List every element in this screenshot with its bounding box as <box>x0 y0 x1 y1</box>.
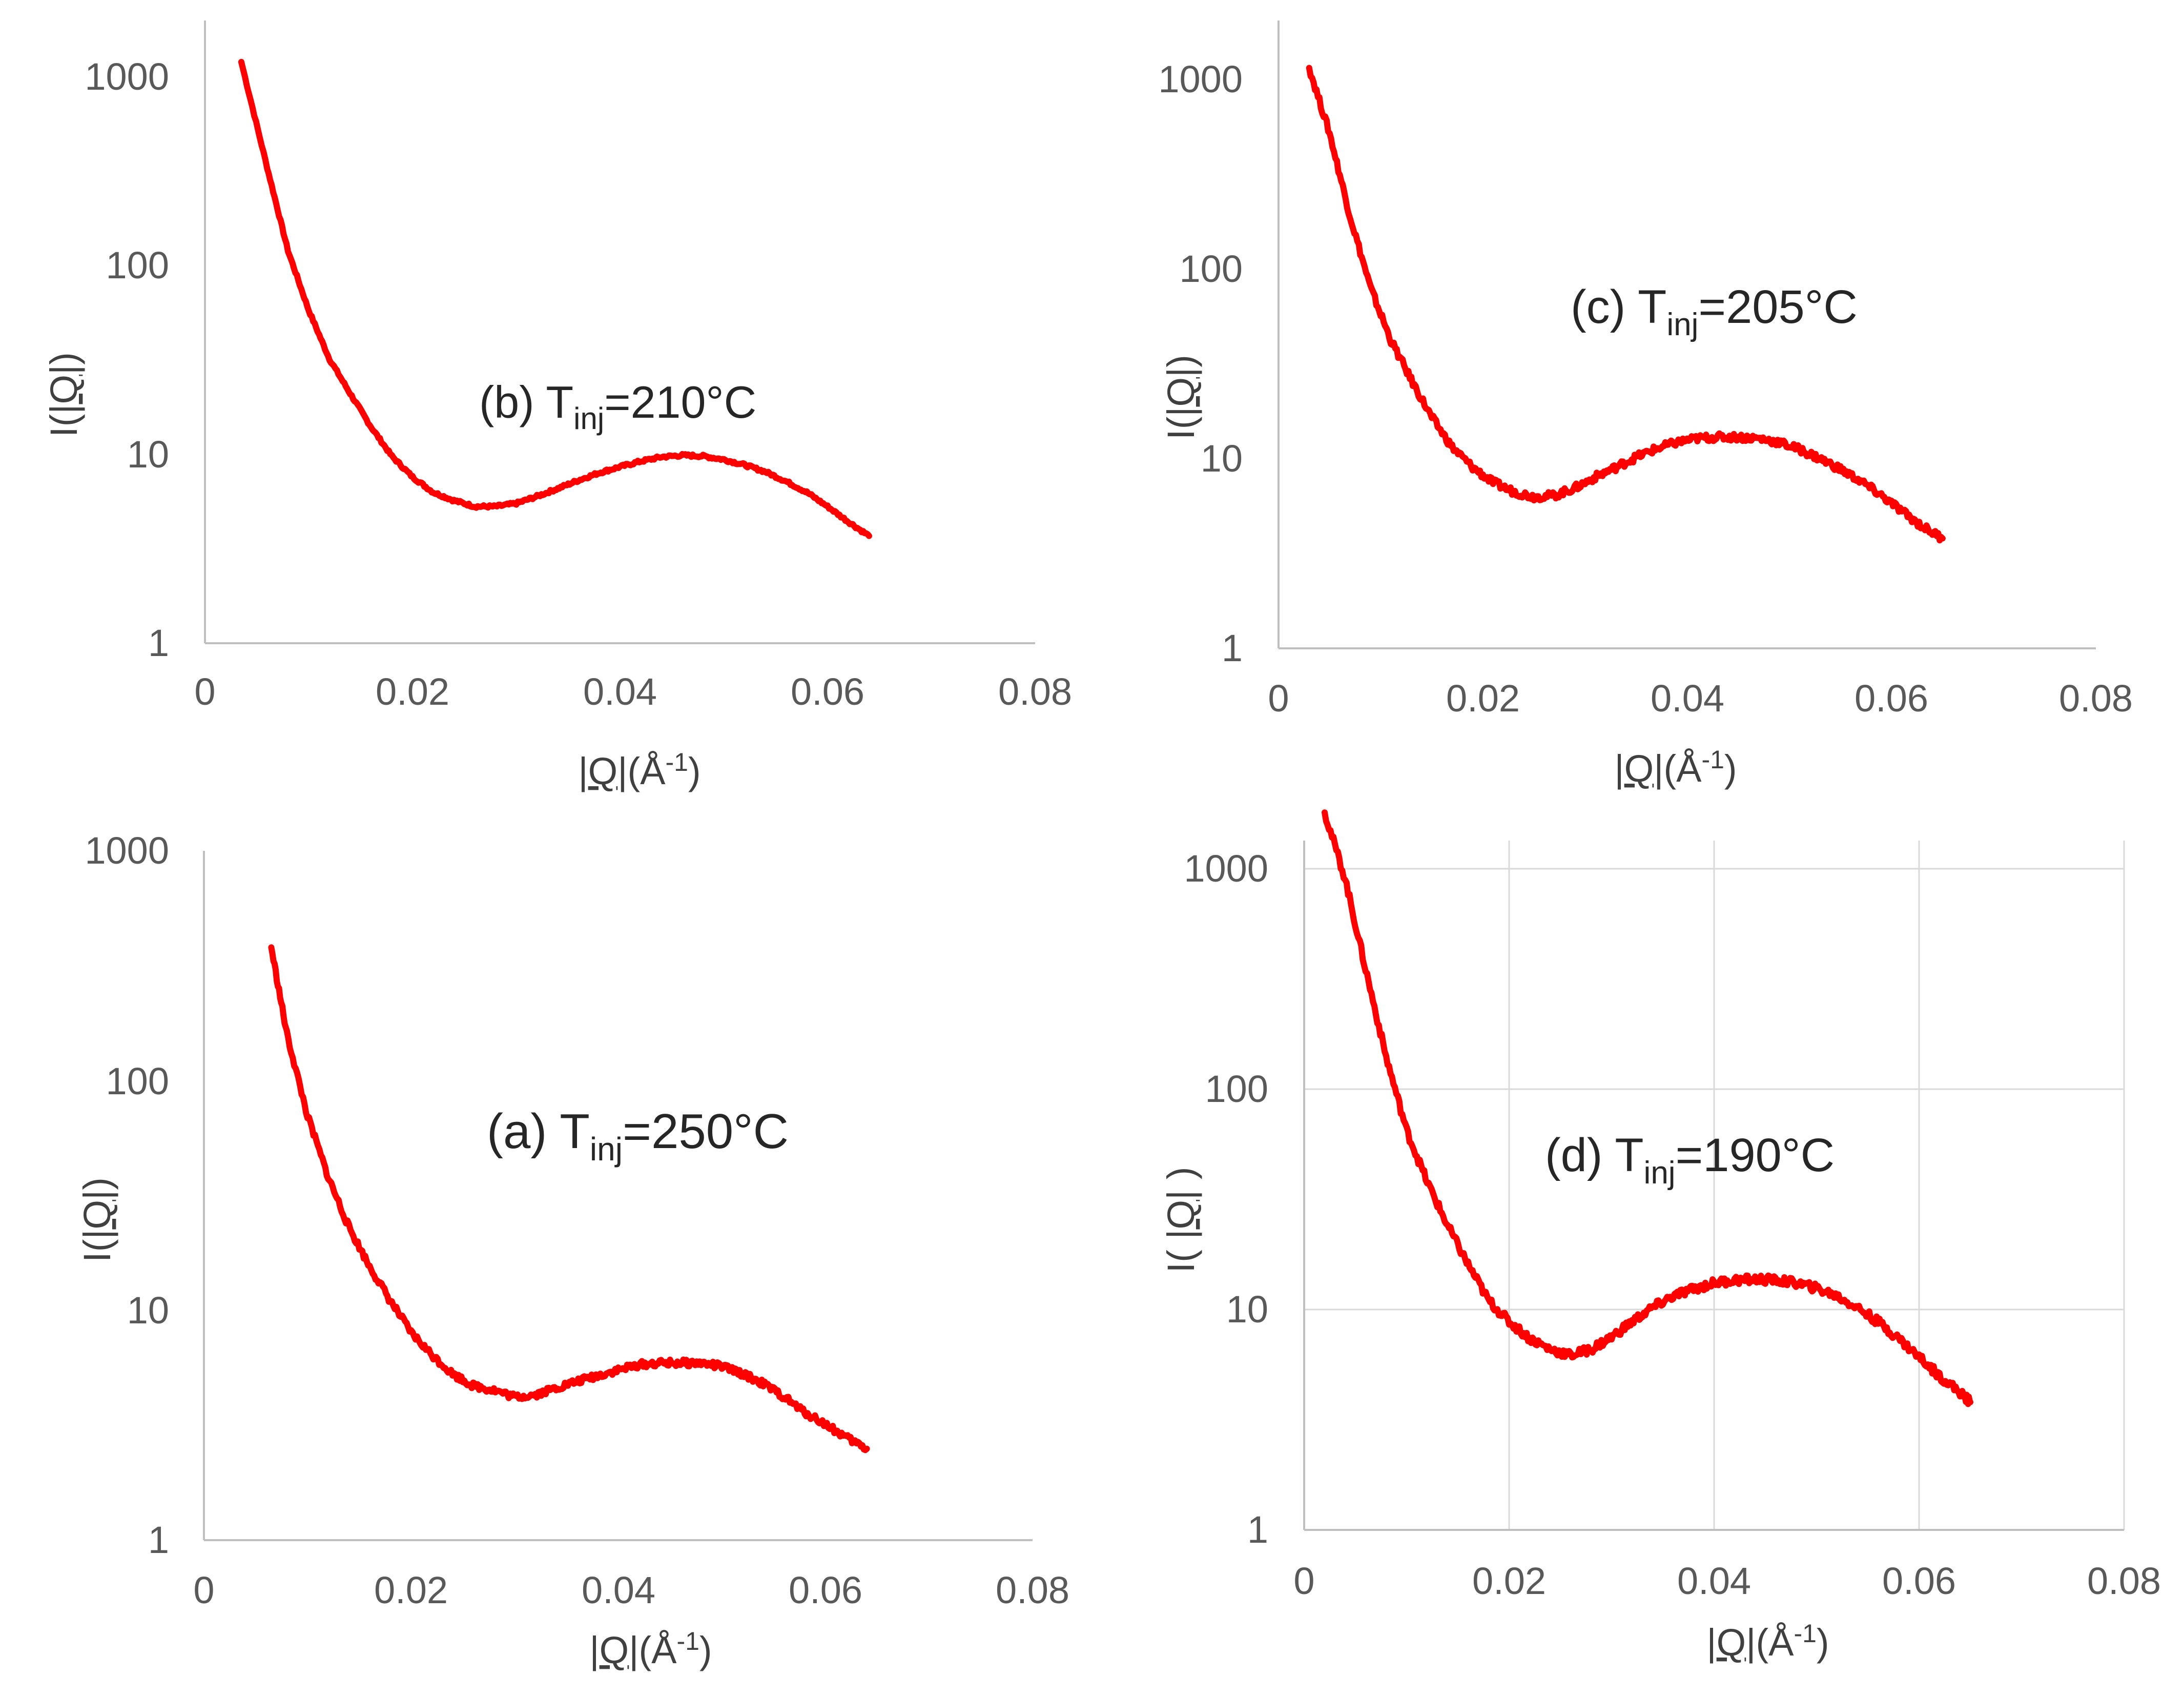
series-line <box>238 58 872 539</box>
x-tick-label: 0.08 <box>998 670 1072 713</box>
panel-a: 1 10 100 1000 0 0.02 0.04 0.06 0.08 |Q|(… <box>76 829 1069 1671</box>
y-tick-label: 1 <box>1222 627 1243 669</box>
y-axis-title: I(|Q|) <box>1160 355 1202 440</box>
y-tick-label: 100 <box>106 244 169 287</box>
x-tick-label: 0.02 <box>1472 1560 1546 1602</box>
y-tick-label: 1 <box>148 1519 169 1561</box>
x-tick-label: 0.08 <box>2059 677 2133 720</box>
y-tick-label: 1 <box>148 622 169 664</box>
panel-b: 1 10 100 1000 0 0.02 0.04 0.06 0.08 |Q|(… <box>43 21 1072 792</box>
x-tick-label: 0 <box>1268 677 1289 720</box>
y-tick-label: 10 <box>1201 437 1243 480</box>
x-tick-label: 0.02 <box>1446 677 1520 720</box>
y-tick-label: 1000 <box>85 829 169 872</box>
y-tick-label: 100 <box>106 1060 169 1102</box>
panel-c: 1 10 100 1000 0 0.02 0.04 0.06 0.08 |Q|(… <box>1158 21 2133 790</box>
series-line <box>1306 65 1946 544</box>
y-tick-label: 100 <box>1205 1068 1268 1110</box>
y-tick-label: 10 <box>127 1289 169 1332</box>
series-line <box>268 944 870 1454</box>
x-tick-label: 0.04 <box>1677 1560 1751 1602</box>
x-tick-label: 0.06 <box>789 1569 862 1611</box>
series-line <box>1322 809 1973 1407</box>
panel-annotation: (b) Tinj=210°C <box>479 377 756 436</box>
x-tick-label: 0.02 <box>374 1569 448 1611</box>
y-tick-label: 1000 <box>1184 847 1268 890</box>
x-tick-label: 0 <box>194 670 215 713</box>
y-axis-title: I(|Q|) <box>76 1177 118 1262</box>
x-axis-title: |Q|(Å-1) <box>578 748 700 792</box>
y-tick-label: 100 <box>1180 248 1243 290</box>
x-tick-label: 0.08 <box>996 1569 1069 1611</box>
panel-annotation: (c) Tinj=205°C <box>1571 281 1858 342</box>
y-axis-title: I(|Q|) <box>43 352 85 437</box>
x-tick-label: 0.04 <box>582 1569 655 1611</box>
x-axis-title: |Q|(Å-1) <box>589 1627 712 1671</box>
x-axis-title: |Q|(Å-1) <box>1614 745 1737 790</box>
grid-layer <box>1304 841 2125 1530</box>
x-tick-label: 0 <box>1293 1560 1314 1602</box>
y-tick-label: 10 <box>1226 1288 1268 1331</box>
x-axis-title: |Q|(Å-1) <box>1706 1619 1829 1664</box>
y-tick-label: 1 <box>1247 1508 1268 1551</box>
x-tick-label: 0 <box>193 1569 214 1611</box>
x-tick-label: 0.02 <box>376 670 449 713</box>
panel-d: 1 10 100 1000 0 0.02 0.04 0.06 0.08 |Q|(… <box>1160 809 2161 1664</box>
y-axis-title: I( |Q| ) <box>1160 1167 1202 1273</box>
x-tick-label: 0.04 <box>1651 677 1724 720</box>
x-tick-label: 0.06 <box>1855 677 1928 720</box>
x-tick-label: 0.08 <box>2087 1560 2161 1602</box>
x-tick-label: 0.06 <box>791 670 864 713</box>
panel-annotation: (a) Tinj=250°C <box>487 1104 789 1168</box>
y-tick-label: 1000 <box>85 55 169 98</box>
y-tick-label: 10 <box>127 433 169 476</box>
panel-annotation: (d) Tinj=190°C <box>1545 1129 1835 1191</box>
x-tick-label: 0.04 <box>583 670 657 713</box>
y-tick-label: 1000 <box>1158 58 1243 100</box>
x-tick-label: 0.06 <box>1882 1560 1956 1602</box>
